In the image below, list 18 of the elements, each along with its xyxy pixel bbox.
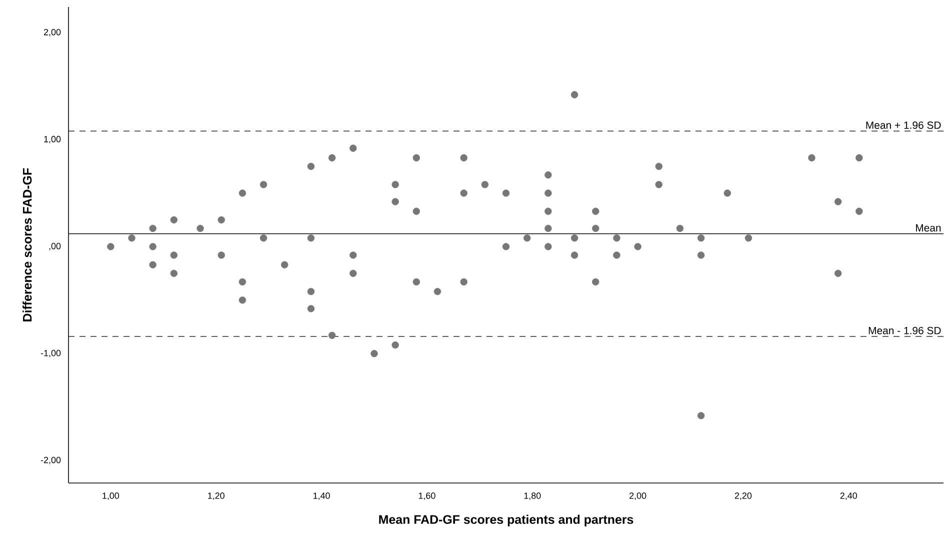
x-tick-label: 1,00 bbox=[102, 492, 120, 500]
ref-line-label: Mean bbox=[916, 224, 941, 232]
x-axis-title: Mean FAD-GF scores patients and partners bbox=[379, 514, 634, 526]
x-tick-label: 2,20 bbox=[734, 492, 752, 500]
x-tick-label: 1,40 bbox=[313, 492, 330, 500]
y-tick-label: 1,00 bbox=[44, 136, 61, 144]
y-tick-label: 2,00 bbox=[44, 28, 61, 36]
x-tick-label: 2,00 bbox=[630, 492, 646, 500]
x-tick-label: 2,40 bbox=[840, 492, 858, 500]
ref-line-label: Mean + 1.96 SD bbox=[866, 121, 941, 129]
y-tick-label: -2,00 bbox=[40, 456, 61, 464]
x-tick-label: 1,20 bbox=[208, 492, 224, 500]
x-tick-label: 1,80 bbox=[524, 492, 541, 500]
x-tick-label: 1,60 bbox=[418, 492, 436, 500]
ref-line-label: Mean - 1.96 SD bbox=[868, 326, 941, 334]
y-tick-label: ,00 bbox=[49, 242, 61, 250]
y-tick-label: -1,00 bbox=[40, 350, 61, 358]
y-axis-title: Difference scores FAD-GF bbox=[22, 168, 32, 322]
